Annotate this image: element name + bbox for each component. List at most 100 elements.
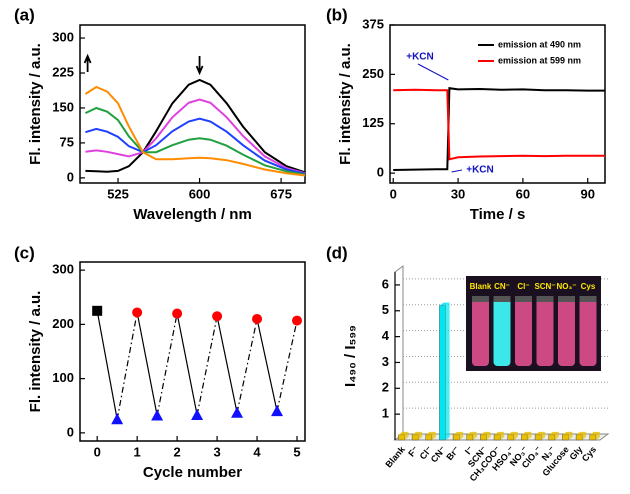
vial [558, 298, 575, 366]
bar-top [548, 431, 559, 435]
vial-cap [579, 296, 597, 302]
bar-top [412, 431, 423, 435]
inset-label: Cl⁻ [517, 282, 529, 291]
bar-front [439, 305, 446, 441]
bar-front [398, 434, 405, 441]
bar [439, 302, 450, 441]
x-tick-label: 675 [270, 186, 292, 201]
y-tick-label: 0 [377, 165, 384, 180]
y-tick-label: 75 [60, 134, 74, 149]
marker [191, 408, 204, 420]
bar-top [562, 431, 573, 435]
bar [452, 431, 464, 441]
bar-front [521, 434, 528, 441]
vial-cap [536, 296, 554, 302]
connector [176, 313, 198, 416]
bar-top [466, 431, 477, 435]
arrow [83, 53, 92, 72]
bar [521, 431, 532, 441]
x-tick-label: 0 [94, 444, 101, 459]
bar-top [453, 431, 464, 435]
bar-side [418, 431, 423, 440]
vial-cap [493, 296, 511, 302]
x-tick-label: 3 [213, 444, 220, 459]
y-tick-label: 300 [52, 262, 74, 277]
bar-front [493, 434, 501, 441]
inset-label: CN⁻ [494, 282, 510, 291]
x-tick-label: Blank [383, 444, 407, 470]
inset-label: Blank [470, 282, 492, 291]
inset-label: SCN⁻ [534, 282, 555, 291]
annotation: +KCN [466, 165, 494, 176]
connector [256, 318, 278, 412]
marker [212, 311, 223, 322]
arrow [195, 56, 204, 76]
x-tick-label: Br⁻ [444, 444, 461, 462]
bar-front [575, 434, 583, 441]
y-tick-label: 375 [362, 16, 384, 31]
bar-side [404, 431, 409, 440]
bar-side [500, 431, 505, 440]
y-tick-label: 150 [52, 99, 74, 114]
y-tick-label: 125 [362, 115, 384, 130]
legend-label: emission at 490 nm [498, 39, 581, 49]
connector [236, 318, 258, 413]
bar-top [507, 431, 518, 435]
x-tick-label: 90 [580, 186, 594, 201]
data-line [393, 88, 605, 161]
bar-side [431, 431, 436, 440]
x-tick-label: Cys [580, 444, 598, 463]
x-tick-label: 1 [134, 444, 141, 459]
bar-side [472, 431, 477, 440]
marker [231, 406, 244, 418]
bar-front [425, 434, 433, 441]
bar-side [582, 431, 587, 440]
vial-cap [472, 296, 489, 302]
x-axis-title: Cycle number [143, 464, 242, 481]
marker [111, 413, 124, 425]
plot-frame [389, 24, 606, 184]
x-tick-label: 5 [293, 444, 300, 459]
bar-top [439, 302, 450, 306]
panel-label: (b) [326, 5, 348, 24]
connector [156, 313, 178, 416]
vial [579, 298, 597, 366]
bar [534, 431, 546, 441]
bar-side [513, 431, 518, 440]
bar-side [459, 431, 464, 440]
y-tick-label: 225 [52, 64, 74, 79]
bar-top [589, 431, 600, 435]
vial [493, 298, 511, 366]
y-tick-label: 1 [382, 406, 389, 421]
bar-top [521, 431, 532, 435]
plot-frame [79, 261, 306, 442]
bar-side [541, 431, 546, 440]
data-line [85, 98, 306, 175]
bar [411, 431, 423, 441]
bar-top [494, 431, 505, 435]
bar-side [595, 431, 600, 440]
x-axis-title: Wavelength / nm [133, 206, 252, 223]
vial-cap [515, 296, 532, 302]
x-tick-label: 525 [107, 186, 129, 201]
y-tick-label: 5 [382, 302, 389, 317]
bar-top [576, 431, 587, 435]
y-tick-label: 4 [382, 328, 390, 343]
marker [132, 307, 143, 318]
panel-label: (d) [326, 243, 348, 262]
bar-side [554, 431, 559, 440]
y-tick-label: 0 [67, 169, 74, 184]
plot-frame [79, 24, 306, 184]
marker [172, 308, 183, 319]
annotation-arrow [417, 63, 449, 81]
bar [480, 431, 491, 441]
bar-side [568, 431, 573, 440]
bar [589, 431, 600, 441]
connector [276, 320, 298, 412]
data-line [85, 78, 306, 174]
bar-front [548, 434, 556, 441]
x-tick-label: 30 [451, 186, 465, 201]
connector [116, 312, 138, 420]
y-tick-label: 300 [52, 29, 74, 44]
